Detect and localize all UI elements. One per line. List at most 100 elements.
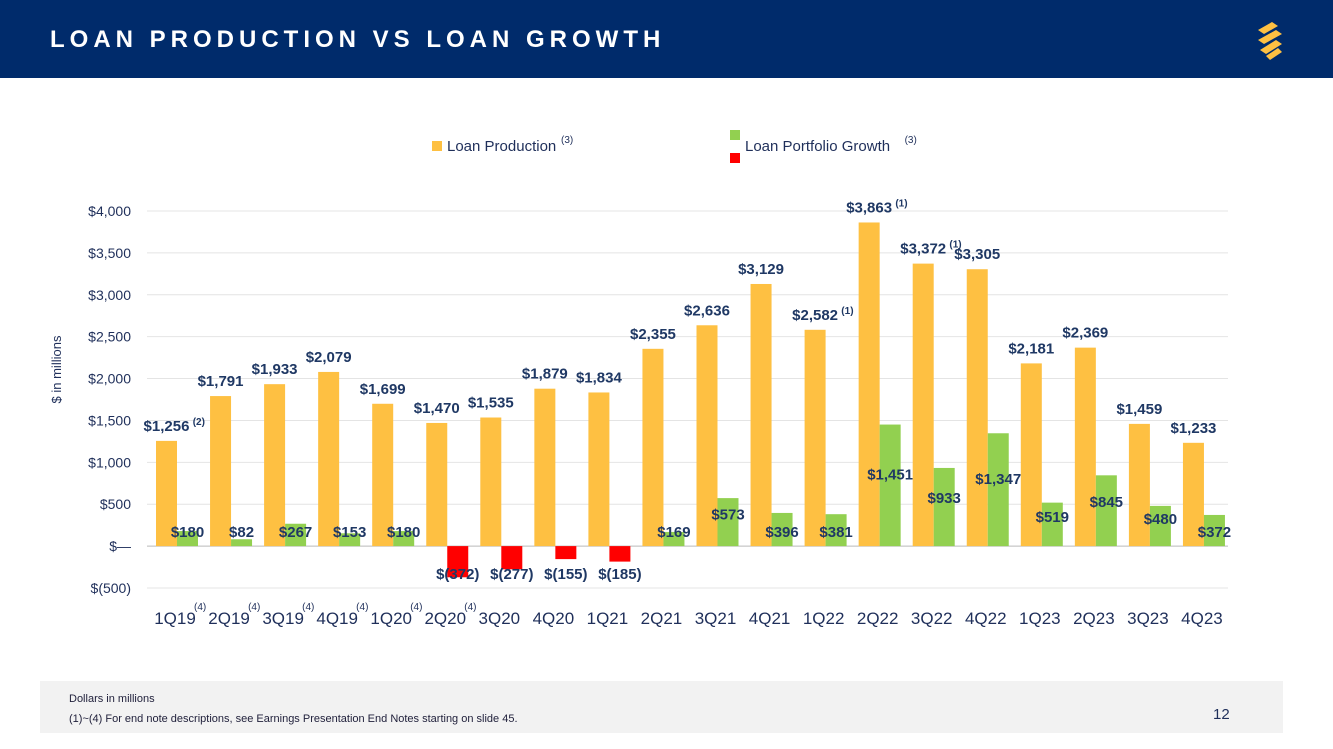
bar-loan-production	[426, 422, 448, 547]
x-tick-label: 3Q20	[479, 609, 521, 628]
bar-loan-production	[156, 440, 177, 547]
data-label-loan-portfolio-growth: $(277)	[490, 566, 533, 583]
bar-loan-portfolio-growth	[1149, 505, 1171, 547]
x-tick-label: 4Q19	[316, 609, 358, 628]
x-tick-label: 2Q19	[208, 609, 250, 628]
bar-loan-portfolio-growth	[393, 531, 415, 547]
data-label-loan-portfolio-growth: $180	[387, 524, 420, 541]
data-label-loan-portfolio-growth: $396	[765, 524, 798, 541]
x-tick-label: 1Q23	[1019, 609, 1061, 628]
bar-loan-portfolio-growth	[555, 546, 577, 560]
data-label-loan-production: $2,355	[630, 326, 676, 343]
x-tick-label: 4Q22	[965, 609, 1007, 628]
data-label-loan-portfolio-growth: $169	[657, 524, 690, 541]
bar-loan-production	[912, 263, 934, 547]
data-label-loan-production: $2,369	[1062, 325, 1108, 342]
y-tick-label: $1,000	[88, 454, 131, 470]
data-label-loan-production: $2,181	[1008, 340, 1054, 357]
x-tick-label: 3Q22	[911, 609, 953, 628]
legend-swatch-positive	[730, 130, 740, 140]
bar-loan-portfolio-growth	[879, 424, 901, 547]
x-tick-note: (4)	[464, 602, 476, 613]
bar-loan-portfolio-growth	[501, 546, 523, 570]
data-label-loan-production: $1,791	[198, 373, 244, 390]
x-tick-label: 3Q21	[695, 609, 737, 628]
bar-loan-production	[1020, 363, 1042, 547]
legend-swatch	[432, 141, 442, 151]
footer-endnote: (1)~(4) For end note descriptions, see E…	[69, 713, 518, 725]
data-label-loan-portfolio-growth: $573	[711, 507, 744, 524]
data-label-note: (1)	[895, 198, 907, 209]
bar-loan-portfolio-growth	[1041, 502, 1063, 547]
x-tick-note: (4)	[410, 602, 422, 613]
bar-loan-production	[642, 348, 664, 547]
data-label-loan-portfolio-growth: $1,347	[975, 471, 1021, 488]
y-tick-label: $2,500	[88, 329, 131, 345]
data-label-loan-production: $1,256	[144, 418, 190, 435]
y-tick-label: $500	[100, 496, 131, 512]
x-tick-label: 2Q21	[641, 609, 683, 628]
data-label-loan-portfolio-growth: $1,451	[867, 466, 913, 483]
legend-note: (3)	[561, 135, 573, 146]
x-tick-note: (4)	[302, 602, 314, 613]
data-label-loan-production: $1,834	[576, 369, 623, 386]
data-label-loan-production: $3,372	[900, 241, 946, 258]
loan-chart: $(500) $— $500 $1,000 $1,500 $2,000 $2,500 $3,0…	[49, 130, 1231, 628]
data-label-loan-portfolio-growth: $(155)	[544, 566, 587, 583]
bar-loan-portfolio-growth	[1095, 475, 1117, 547]
legend-label: Loan Production	[447, 138, 556, 155]
data-label-loan-portfolio-growth: $82	[229, 524, 254, 541]
bar-loan-production	[534, 388, 556, 547]
bar-loan-portfolio-growth	[609, 546, 631, 562]
bar-loan-production	[264, 384, 286, 547]
legend-label: Loan Portfolio Growth	[745, 138, 890, 155]
data-label-note: (2)	[193, 417, 205, 428]
x-tick-label: 1Q22	[803, 609, 845, 628]
data-label-loan-production: $1,233	[1171, 420, 1217, 437]
data-label-loan-portfolio-growth: $381	[819, 524, 852, 541]
y-axis-label: $ in millions	[49, 335, 64, 403]
legend-swatch-negative	[730, 153, 740, 163]
x-tick-label: 1Q21	[587, 609, 629, 628]
header-bar: LOAN PRODUCTION VS LOAN GROWTH	[0, 0, 1333, 78]
data-label-loan-production: $3,305	[954, 246, 1000, 263]
x-tick-label: 4Q21	[749, 609, 791, 628]
bar-loan-portfolio-growth	[177, 531, 198, 547]
data-label-note: (1)	[841, 306, 853, 317]
page-number: 12	[1213, 706, 1230, 723]
bar-loan-production	[696, 325, 718, 547]
bar-loan-portfolio-growth	[771, 512, 793, 547]
data-label-loan-portfolio-growth: $480	[1144, 511, 1177, 528]
bar-loan-production	[372, 403, 394, 547]
bar-loan-portfolio-growth	[231, 539, 253, 547]
bar-loan-production	[588, 392, 610, 547]
data-label-loan-production: $1,879	[522, 366, 568, 383]
data-label-loan-production: $1,459	[1116, 401, 1162, 418]
data-label-loan-production: $1,535	[468, 395, 514, 412]
bar-loan-portfolio-growth	[717, 498, 739, 547]
bar-loan-portfolio-growth	[825, 514, 847, 547]
data-label-loan-portfolio-growth: $153	[333, 524, 366, 541]
y-tick-label: $3,500	[88, 245, 131, 261]
data-label-loan-production: $1,933	[252, 361, 298, 378]
bar-loan-production	[480, 417, 502, 547]
bar-loan-portfolio-growth	[987, 433, 1009, 547]
x-tick-note: (4)	[248, 602, 260, 613]
bar-loan-production	[1128, 423, 1150, 547]
y-tick-label: $4,000	[88, 203, 131, 219]
data-label-loan-portfolio-growth: $(185)	[598, 566, 641, 583]
data-label-loan-production: $3,863	[846, 199, 892, 216]
x-tick-label: 1Q19	[154, 609, 196, 628]
data-label-loan-production: $1,470	[414, 400, 460, 417]
data-label-loan-production: $2,079	[306, 349, 352, 366]
data-label-loan-portfolio-growth: $180	[171, 524, 204, 541]
data-label-loan-portfolio-growth: $933	[928, 490, 961, 507]
y-tick-label: $1,500	[88, 412, 131, 428]
bar-loan-portfolio-growth	[339, 533, 361, 547]
data-label-loan-production: $3,129	[738, 261, 784, 278]
y-tick-label: $2,000	[88, 371, 131, 387]
x-tick-note: (4)	[356, 602, 368, 613]
x-tick-label: 4Q23	[1181, 609, 1223, 628]
x-tick-label: 4Q20	[533, 609, 575, 628]
bar-loan-portfolio-growth	[447, 546, 469, 578]
